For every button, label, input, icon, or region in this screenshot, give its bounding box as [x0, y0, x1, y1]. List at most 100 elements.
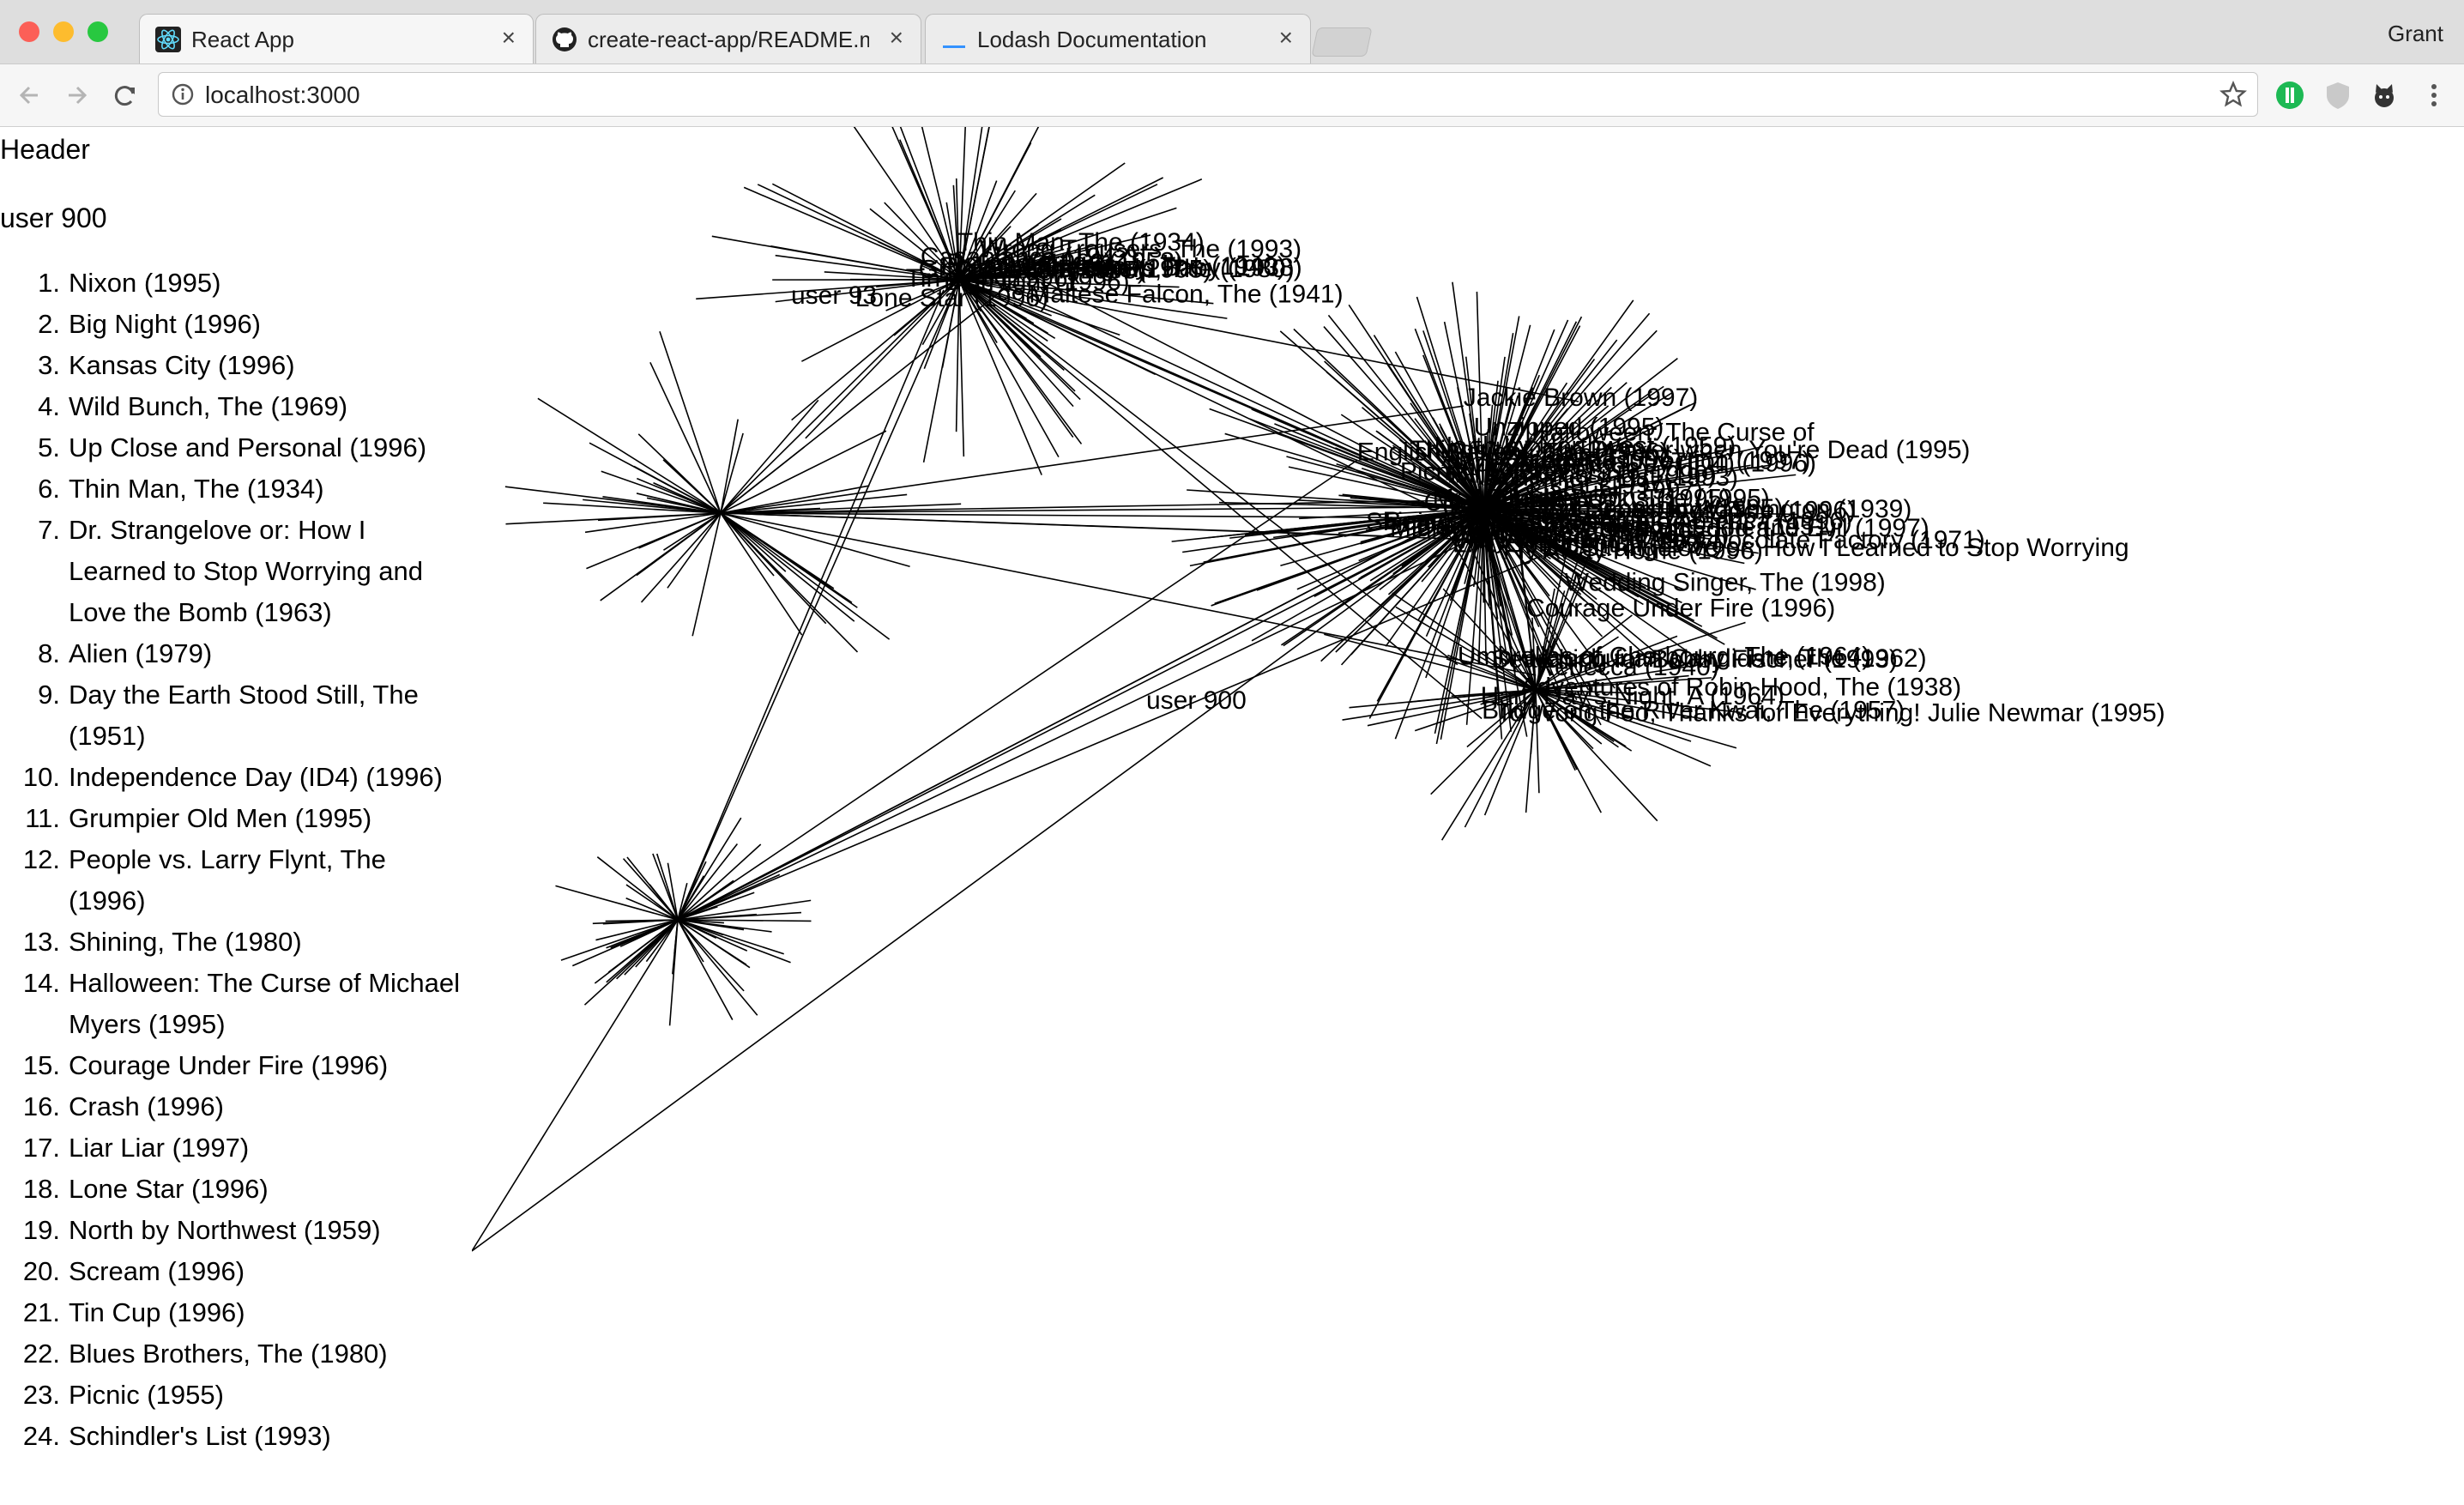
graph-movie-node[interactable]: Beavis and Butt-head Do America (1996) [1385, 507, 1852, 535]
close-tab-icon[interactable]: × [1278, 24, 1293, 51]
graph-user-node[interactable]: user 900 [1146, 686, 1247, 715]
graph-link [1451, 440, 1484, 510]
graph-movie-node[interactable]: Bean (1997) [1449, 492, 1591, 520]
graph-link [985, 276, 1484, 510]
graph-movie-node[interactable]: Bridge on the River Kwai, The (1957) [1482, 697, 1905, 725]
menu-icon[interactable] [2418, 79, 2450, 112]
info-icon[interactable] [171, 82, 195, 106]
graph-movie-node[interactable]: L.A. Confidential (1997) [1452, 530, 1723, 559]
graph-movie-node[interactable]: Schindler's List (1993) [1484, 463, 1738, 492]
graph-movie-node[interactable]: Crash (1996) [1424, 488, 1574, 517]
close-tab-icon[interactable]: × [889, 24, 903, 51]
graph-movie-node[interactable]: Fly Away Home (1996) [1503, 536, 1763, 565]
graph-movie-node[interactable]: Jungle Book, The (1995) [1489, 485, 1770, 513]
graph-movie-node[interactable]: Big Night (1996) [944, 268, 1130, 296]
graph-movie-node[interactable]: Alien: Resurrection (1997) [1512, 447, 1811, 475]
graph-movie-node[interactable]: Faithful (1996) [1507, 510, 1673, 538]
back-icon[interactable] [12, 76, 50, 114]
new-tab-button[interactable] [1311, 27, 1373, 57]
graph-movie-node[interactable]: Blues Brothers, The (1980) [986, 255, 1295, 283]
graph-movie-node[interactable]: To Wong Foo, Thanks for Everything! Juli… [1496, 698, 2165, 727]
graph-movie-node[interactable]: Kansas City (1996) [1467, 519, 1686, 547]
graph-movie-node[interactable]: Twister (1996) [1486, 457, 1649, 486]
graph-link [1483, 445, 1764, 510]
bookmark-star-icon[interactable] [2219, 81, 2247, 108]
graph-movie-node[interactable]: Vertigo (1958) [1021, 247, 1182, 275]
graph-movie-node[interactable]: Sense and Sensibility (1995) [1456, 494, 1784, 523]
graph-movie-node[interactable]: Halloween: The Curse of [1531, 419, 1815, 447]
graph-movie-node[interactable]: Scream (1996) [1512, 444, 1682, 473]
graph-movie-node[interactable]: Mr. Holland's Opus (1995) [1433, 484, 1731, 512]
graph-movie-node[interactable]: Miller's Crossing (1990) [1447, 460, 1717, 488]
extension-shield-icon[interactable] [2322, 79, 2354, 112]
address-bar[interactable]: localhost:3000 [158, 72, 2258, 117]
graph-link [1535, 689, 1608, 704]
graph-link [1483, 508, 1504, 559]
profile-name[interactable]: Grant [2387, 21, 2443, 46]
graph-movie-node[interactable]: Things to Do in Denver when You're Dead … [1410, 436, 1971, 464]
graph-movie-node[interactable]: Independence Day (ID4) (1996) [1454, 450, 1816, 478]
graph-movie-node[interactable]: Amistad (1997) [1441, 444, 1615, 472]
graph-movie-node[interactable]: Philadelphia Story, The (1940) [940, 252, 1285, 281]
graph-movie-node[interactable]: Cats & Dogs, The (1996) [1572, 497, 1856, 525]
close-tab-icon[interactable]: × [501, 24, 516, 51]
graph-movie-node[interactable]: Wild Bunch, The (1969) [1459, 521, 1730, 549]
graph-movie-node[interactable]: Searching for Bobby Fischer (1993) [1491, 645, 1898, 674]
graph-movie-node[interactable]: Wrong Trousers, The (1993) [979, 235, 1301, 263]
graph-link [677, 919, 734, 1020]
extension-cat-icon[interactable] [2368, 79, 2401, 112]
graph-movie-node[interactable]: Nixon (1995) [999, 256, 1146, 284]
graph-movie-node[interactable]: Manchurian Candidate, The (1962) [1528, 644, 1927, 673]
graph-movie-node[interactable]: Psycho (1960) [946, 249, 1112, 277]
graph-movie-node[interactable]: Courage Under Fire (1996) [1526, 595, 1835, 623]
graph-movie-node[interactable]: Lone Star (1996) [855, 284, 1048, 312]
graph-movie-node[interactable]: Umbrellas of Cherbourg, The (1964) [1458, 643, 1870, 671]
forward-icon[interactable] [58, 76, 96, 114]
graph-movie-node[interactable]: Rebecca (1940) [1536, 653, 1718, 681]
reload-icon[interactable] [106, 76, 144, 114]
graph-movie-node[interactable]: Casablanca (1942) [921, 243, 1138, 271]
zoom-window-button[interactable] [88, 21, 108, 42]
tab-lodash-documentation[interactable]: Lodash Documentation × [925, 14, 1311, 63]
graph-movie-node[interactable]: Hard Day's Night, A (1964) [1481, 682, 1785, 710]
graph-movie-node[interactable]: Tin Cup (1996) [906, 264, 1077, 293]
graph-movie-node[interactable]: Mr. Smith Goes to Washington (1939) [1483, 495, 1912, 523]
tab-title: create-react-app/README.md [588, 27, 869, 52]
graph-link [595, 919, 679, 941]
tab-react-app[interactable]: React App × [139, 14, 534, 63]
graph-movie-node[interactable]: Shining, The (1980) [1366, 508, 1591, 536]
network-graph[interactable]: user 93 user 900 Miller's Crossing (1990) J… [472, 127, 2464, 1505]
graph-movie-node[interactable]: Thin Man, The (1934) [957, 228, 1205, 257]
graph-movie-node[interactable]: Picnic (1955) [1400, 457, 1550, 486]
graph-movie-node[interactable]: G.I. Jane (1997) [1468, 517, 1654, 546]
close-window-button[interactable] [19, 21, 39, 42]
graph-link [958, 279, 1433, 508]
extension-green-icon[interactable] [2274, 79, 2306, 112]
graph-movie-node[interactable]: North by Northwest (1959) [1434, 432, 1736, 460]
graph-movie-node[interactable]: Jackie Brown (1997) [1464, 384, 1698, 412]
graph-movie-node[interactable]: Unzipped (1995) [1474, 414, 1664, 442]
graph-movie-node[interactable]: Fargo (1996) [1446, 453, 1594, 481]
graph-movie-node[interactable]: Bringing Up Baby (1938) [1020, 254, 1302, 282]
minimize-window-button[interactable] [53, 21, 74, 42]
graph-movie-node[interactable]: Air Force One (1997) [1461, 526, 1703, 554]
graph-movie-node[interactable]: Grumpier Old Men (1995) [919, 256, 1212, 284]
graph-movie-node[interactable]: Wedding Singer, The (1998) [1565, 568, 1886, 596]
graph-movie-node[interactable]: English Patient, The (1996) [1357, 438, 1669, 466]
graph-movie-node[interactable]: Liar Liar (1997) [1529, 477, 1703, 505]
graph-movie-node[interactable]: In & Out (1997) [1497, 471, 1673, 499]
graph-movie-node[interactable]: Maltese Falcon, The (1941) [1029, 280, 1343, 308]
movie-number: 3. [38, 350, 60, 380]
tab-create-react-app-readme[interactable]: create-react-app/README.md × [535, 14, 921, 63]
graph-movie-node[interactable]: Day the Earth Stood Still, The (1951) [1416, 512, 1837, 541]
graph-user-node[interactable]: user 93 [791, 281, 877, 310]
url-text[interactable]: localhost:3000 [205, 82, 360, 108]
graph-movie-node[interactable]: Midnight in the Garden of Good and Evil … [1390, 514, 1930, 542]
graph-movie-node[interactable]: Adventures of Robin Hood, The (1938) [1519, 673, 1961, 701]
graph-link [1483, 332, 1514, 510]
graph-movie-node[interactable]: Dr. Strangelove or: How I Learned to Sto… [1542, 534, 2129, 562]
graph-movie-node[interactable]: Very Brady Sequel, A (1996) [1442, 500, 1766, 529]
graph-link [626, 856, 679, 921]
graph-movie-node[interactable]: Willy Wonka and the Chocolate Factory (1… [1453, 526, 1985, 554]
